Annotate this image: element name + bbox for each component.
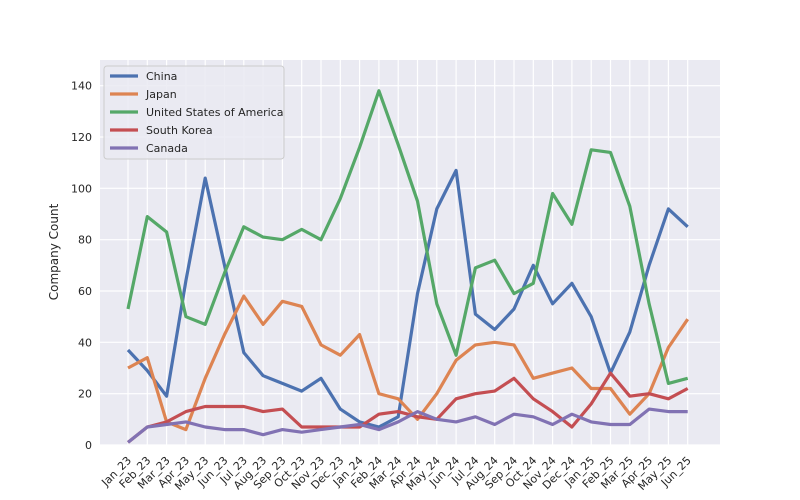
series-lines (126, 89, 690, 444)
y-tick-label: 20 (78, 388, 92, 401)
y-axis-label: Company Count (47, 203, 61, 300)
series-line-united-states-of-america (126, 89, 689, 385)
y-tick-label: 100 (71, 182, 92, 195)
legend-label: Canada (146, 142, 188, 155)
y-tick-label: 120 (71, 131, 92, 144)
y-tick-label: 40 (78, 336, 92, 349)
legend-label: Japan (145, 88, 177, 101)
series-line-japan (127, 294, 690, 432)
x-axis-ticks: Jan_23Feb_23Mar_23Apr_23May_23Jun_23Jul_… (98, 454, 693, 493)
y-axis-ticks: 0 20 40 60 80 100 120 140 (71, 80, 92, 452)
legend: China Japan United States of America South … (103, 65, 285, 160)
series-line-china (126, 168, 689, 429)
y-tick-label: 80 (78, 234, 92, 247)
y-tick-label: 60 (78, 285, 92, 298)
legend-label: United States of America (146, 106, 283, 119)
legend-box (103, 65, 285, 160)
series-line-south-korea (127, 371, 689, 444)
y-tick-label: 140 (71, 80, 92, 93)
y-tick-label: 0 (85, 439, 92, 452)
legend-label: China (146, 70, 177, 83)
legend-label: South Korea (146, 124, 213, 137)
series-line-canada (127, 407, 688, 444)
